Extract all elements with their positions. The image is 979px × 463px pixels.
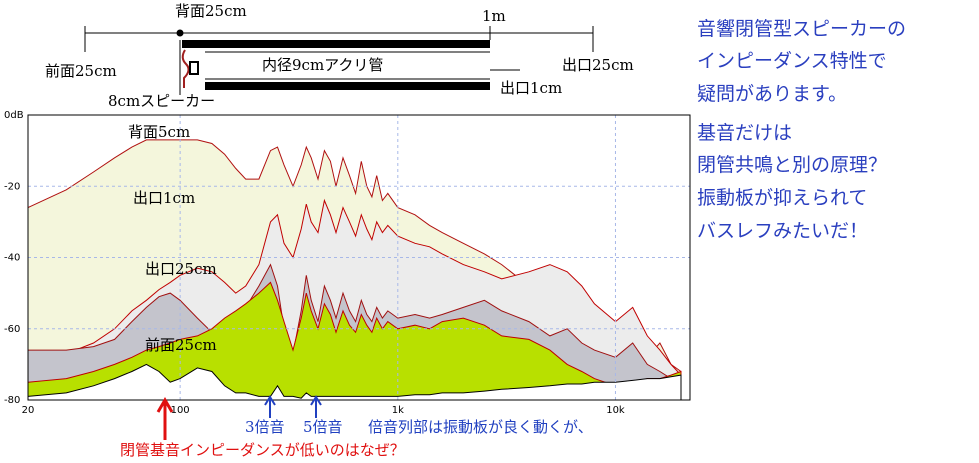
x-tick-label: 1k — [392, 405, 404, 416]
x-tick-label: 20 — [22, 405, 35, 416]
note: バスレフみたいだ！ — [697, 220, 868, 242]
diagram-label: 出口1cm — [500, 79, 562, 97]
arrows — [156, 395, 322, 440]
note: 振動板が抑えられて — [697, 187, 867, 209]
note: 音響閉管型スピーカーの — [697, 18, 906, 40]
diagram-label: 出口25cm — [562, 56, 634, 74]
note: 疑問があります。 — [697, 83, 847, 105]
annotation: 閉管基音インピーダンスが低いのはなぜ？ — [120, 441, 405, 459]
x-tick-label: 10k — [606, 405, 625, 416]
note: 基音だけは — [697, 122, 792, 144]
series-label: 背面5cm — [128, 123, 190, 141]
x-tick-label: 100 — [171, 405, 190, 416]
series-label: 出口1cm — [133, 189, 195, 207]
diagram-label: 8cmスピーカー — [108, 92, 215, 110]
area — [27, 363, 682, 401]
series-label: 前面25cm — [145, 336, 217, 354]
annotation: 5倍音 — [303, 418, 343, 436]
y-tick-label: -80 — [4, 395, 20, 406]
note: 閉管共鳴と別の原理？ — [697, 154, 887, 176]
annotation: 3倍音 — [245, 418, 285, 436]
diagram-label: 前面25cm — [45, 62, 117, 80]
diagram-label: 1m — [482, 7, 506, 25]
y-tick-label: -40 — [4, 253, 20, 264]
y-tick-label: -20 — [4, 181, 20, 192]
y-tick-label: 0dB — [4, 110, 24, 121]
series-label: 出口25cm — [145, 260, 217, 278]
plot-frame — [27, 114, 691, 401]
diagram-label: 内径9cmアクリ管 — [262, 56, 383, 74]
note: インピーダンス特性で — [697, 50, 887, 72]
y-tick-label: -60 — [4, 324, 20, 335]
annotation: 倍音列部は振動板が良く動くが、 — [368, 418, 593, 436]
pipe-diagram — [84, 26, 594, 95]
diagram-label: 背面25cm — [175, 2, 247, 20]
